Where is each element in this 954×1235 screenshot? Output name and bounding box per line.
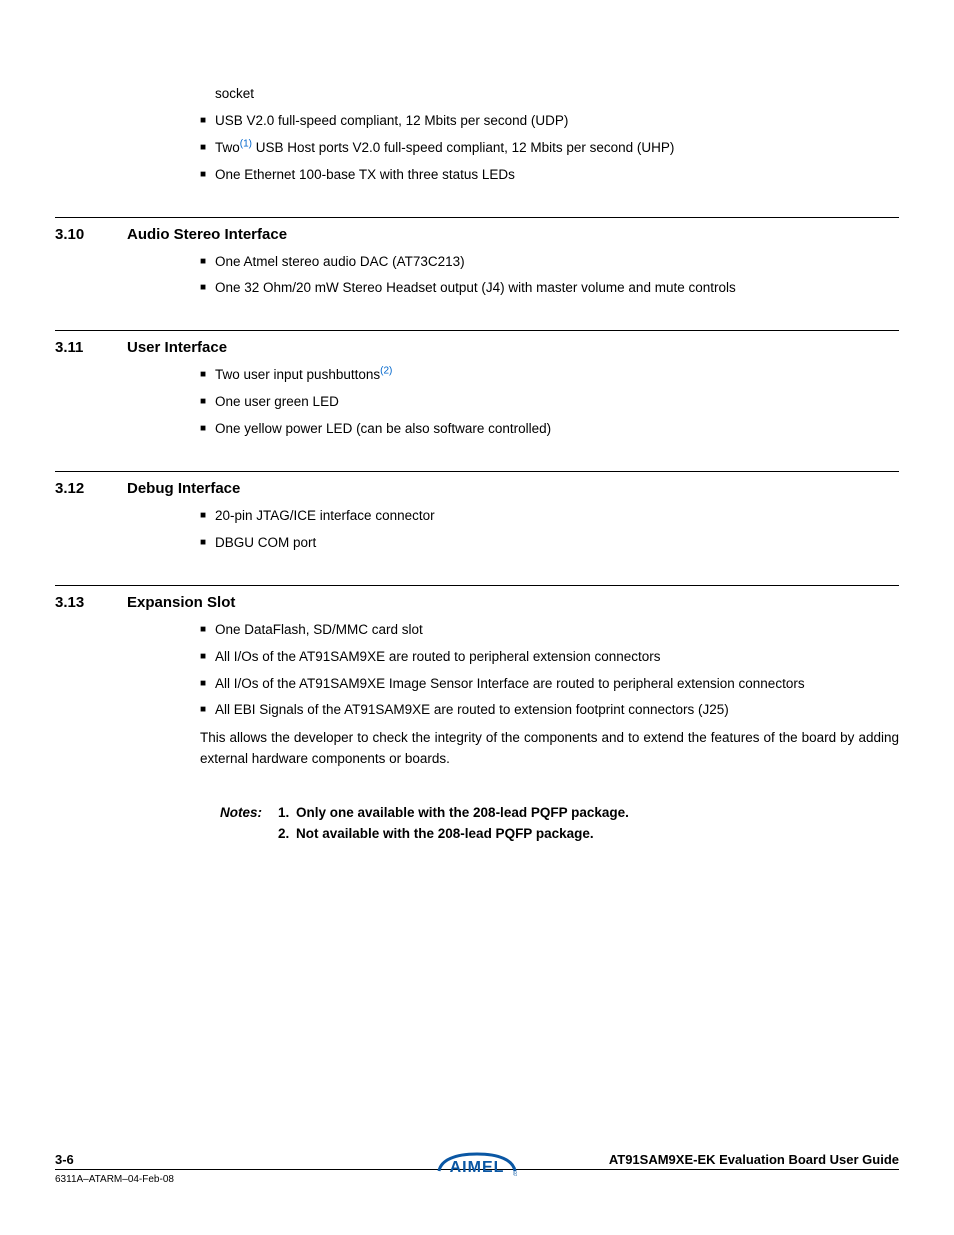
section-list: ■ Two user input pushbuttons(2) ■ One us… bbox=[200, 366, 899, 439]
list-item: ■ DBGU COM port bbox=[200, 534, 899, 553]
section-number: 3.11 bbox=[55, 339, 127, 356]
footnote-ref[interactable]: (1) bbox=[240, 138, 252, 149]
list-item-text: All I/Os of the AT91SAM9XE are routed to… bbox=[215, 648, 899, 667]
list-item: ■ One yellow power LED (can be also soft… bbox=[200, 420, 899, 439]
section-header: 3.13 Expansion Slot bbox=[55, 585, 899, 611]
bullet-icon: ■ bbox=[200, 112, 215, 131]
note-text: Only one available with the 208-lead PQF… bbox=[296, 805, 629, 820]
svg-text:®: ® bbox=[513, 1170, 517, 1178]
orphan-bullet-list: socket ■ USB V2.0 full-speed compliant, … bbox=[200, 85, 899, 185]
bullet-icon: ■ bbox=[200, 279, 215, 298]
list-item: ■ One user green LED bbox=[200, 393, 899, 412]
section-paragraph: This allows the developer to check the i… bbox=[200, 728, 899, 769]
note-number: 2. bbox=[278, 826, 296, 841]
page-number: 3-6 bbox=[55, 1152, 74, 1167]
bullet-icon: ■ bbox=[200, 420, 215, 439]
list-item: socket bbox=[215, 85, 899, 104]
bullet-icon: ■ bbox=[200, 648, 215, 667]
section-title: Audio Stereo Interface bbox=[127, 226, 287, 243]
bullet-icon: ■ bbox=[200, 393, 215, 412]
bullet-icon: ■ bbox=[200, 139, 215, 158]
list-item: ■ All I/Os of the AT91SAM9XE are routed … bbox=[200, 648, 899, 667]
bullet-icon: ■ bbox=[200, 366, 215, 385]
section-3-11: 3.11 User Interface ■ Two user input pus… bbox=[55, 330, 899, 439]
list-item-text: One Ethernet 100-base TX with three stat… bbox=[215, 166, 899, 185]
list-item: ■ Two user input pushbuttons(2) bbox=[200, 366, 899, 385]
list-item-text: One 32 Ohm/20 mW Stereo Headset output (… bbox=[215, 279, 899, 298]
text-pre: Two bbox=[215, 140, 240, 155]
list-item-text: Two user input pushbuttons(2) bbox=[215, 366, 899, 385]
bullet-icon: ■ bbox=[200, 507, 215, 526]
text-post: USB Host ports V2.0 full-speed compliant… bbox=[252, 140, 674, 155]
page-footer: 3-6 AIMEL ® AT91SAM9XE-EK Evaluation Boa… bbox=[55, 1152, 899, 1185]
list-item: ■ One 32 Ohm/20 mW Stereo Headset output… bbox=[200, 279, 899, 298]
section-header: 3.12 Debug Interface bbox=[55, 471, 899, 497]
list-item: ■ One Atmel stereo audio DAC (AT73C213) bbox=[200, 253, 899, 272]
bullet-icon: ■ bbox=[200, 166, 215, 185]
note-number: 1. bbox=[278, 805, 296, 820]
bullet-icon: ■ bbox=[200, 621, 215, 640]
list-item: ■ All EBI Signals of the AT91SAM9XE are … bbox=[200, 701, 899, 720]
list-item-text: DBGU COM port bbox=[215, 534, 899, 553]
section-title: User Interface bbox=[127, 339, 227, 356]
section-header: 3.10 Audio Stereo Interface bbox=[55, 217, 899, 243]
list-item-text: One user green LED bbox=[215, 393, 899, 412]
page-content: socket ■ USB V2.0 full-speed compliant, … bbox=[0, 0, 954, 841]
note-text: Not available with the 208-lead PQFP pac… bbox=[296, 826, 594, 841]
list-item-text: Two(1) USB Host ports V2.0 full-speed co… bbox=[215, 139, 899, 158]
section-number: 3.10 bbox=[55, 226, 127, 243]
list-item-text: 20-pin JTAG/ICE interface connector bbox=[215, 507, 899, 526]
text-pre: Two user input pushbuttons bbox=[215, 367, 380, 382]
section-number: 3.12 bbox=[55, 480, 127, 497]
footnote-ref[interactable]: (2) bbox=[380, 366, 392, 377]
note-row: Notes: 1. Only one available with the 20… bbox=[220, 805, 899, 820]
section-header: 3.11 User Interface bbox=[55, 330, 899, 356]
list-item-text: socket bbox=[215, 85, 899, 104]
section-3-13: 3.13 Expansion Slot ■ One DataFlash, SD/… bbox=[55, 585, 899, 769]
list-item: ■ One Ethernet 100-base TX with three st… bbox=[200, 166, 899, 185]
document-title: AT91SAM9XE-EK Evaluation Board User Guid… bbox=[609, 1152, 899, 1167]
note-row: . 2. Not available with the 208-lead PQF… bbox=[220, 826, 899, 841]
list-item-text: USB V2.0 full-speed compliant, 12 Mbits … bbox=[215, 112, 899, 131]
list-item-text: One yellow power LED (can be also softwa… bbox=[215, 420, 899, 439]
list-item-text: One DataFlash, SD/MMC card slot bbox=[215, 621, 899, 640]
list-item: ■ Two(1) USB Host ports V2.0 full-speed … bbox=[200, 139, 899, 158]
notes-block: Notes: 1. Only one available with the 20… bbox=[220, 805, 899, 841]
bullet-icon: ■ bbox=[200, 675, 215, 694]
bullet-icon: ■ bbox=[200, 701, 215, 720]
bullet-icon: ■ bbox=[200, 253, 215, 272]
section-3-12: 3.12 Debug Interface ■ 20-pin JTAG/ICE i… bbox=[55, 471, 899, 553]
notes-label: Notes: bbox=[220, 805, 278, 820]
section-title: Expansion Slot bbox=[127, 594, 235, 611]
atmel-logo: AIMEL ® bbox=[437, 1148, 517, 1183]
list-item-text: All I/Os of the AT91SAM9XE Image Sensor … bbox=[215, 675, 899, 694]
list-item: ■ All I/Os of the AT91SAM9XE Image Senso… bbox=[200, 675, 899, 694]
list-item: ■ One DataFlash, SD/MMC card slot bbox=[200, 621, 899, 640]
list-item-text: All EBI Signals of the AT91SAM9XE are ro… bbox=[215, 701, 899, 720]
section-title: Debug Interface bbox=[127, 480, 240, 497]
section-3-10: 3.10 Audio Stereo Interface ■ One Atmel … bbox=[55, 217, 899, 299]
section-number: 3.13 bbox=[55, 594, 127, 611]
section-list: ■ One Atmel stereo audio DAC (AT73C213) … bbox=[200, 253, 899, 299]
footer-top-row: 3-6 AIMEL ® AT91SAM9XE-EK Evaluation Boa… bbox=[55, 1152, 899, 1170]
section-list: ■ One DataFlash, SD/MMC card slot ■ All … bbox=[200, 621, 899, 721]
section-list: ■ 20-pin JTAG/ICE interface connector ■ … bbox=[200, 507, 899, 553]
list-item: ■ 20-pin JTAG/ICE interface connector bbox=[200, 507, 899, 526]
list-item: ■ USB V2.0 full-speed compliant, 12 Mbit… bbox=[200, 112, 899, 131]
list-item-text: One Atmel stereo audio DAC (AT73C213) bbox=[215, 253, 899, 272]
bullet-icon: ■ bbox=[200, 534, 215, 553]
svg-text:AIMEL: AIMEL bbox=[450, 1159, 505, 1176]
